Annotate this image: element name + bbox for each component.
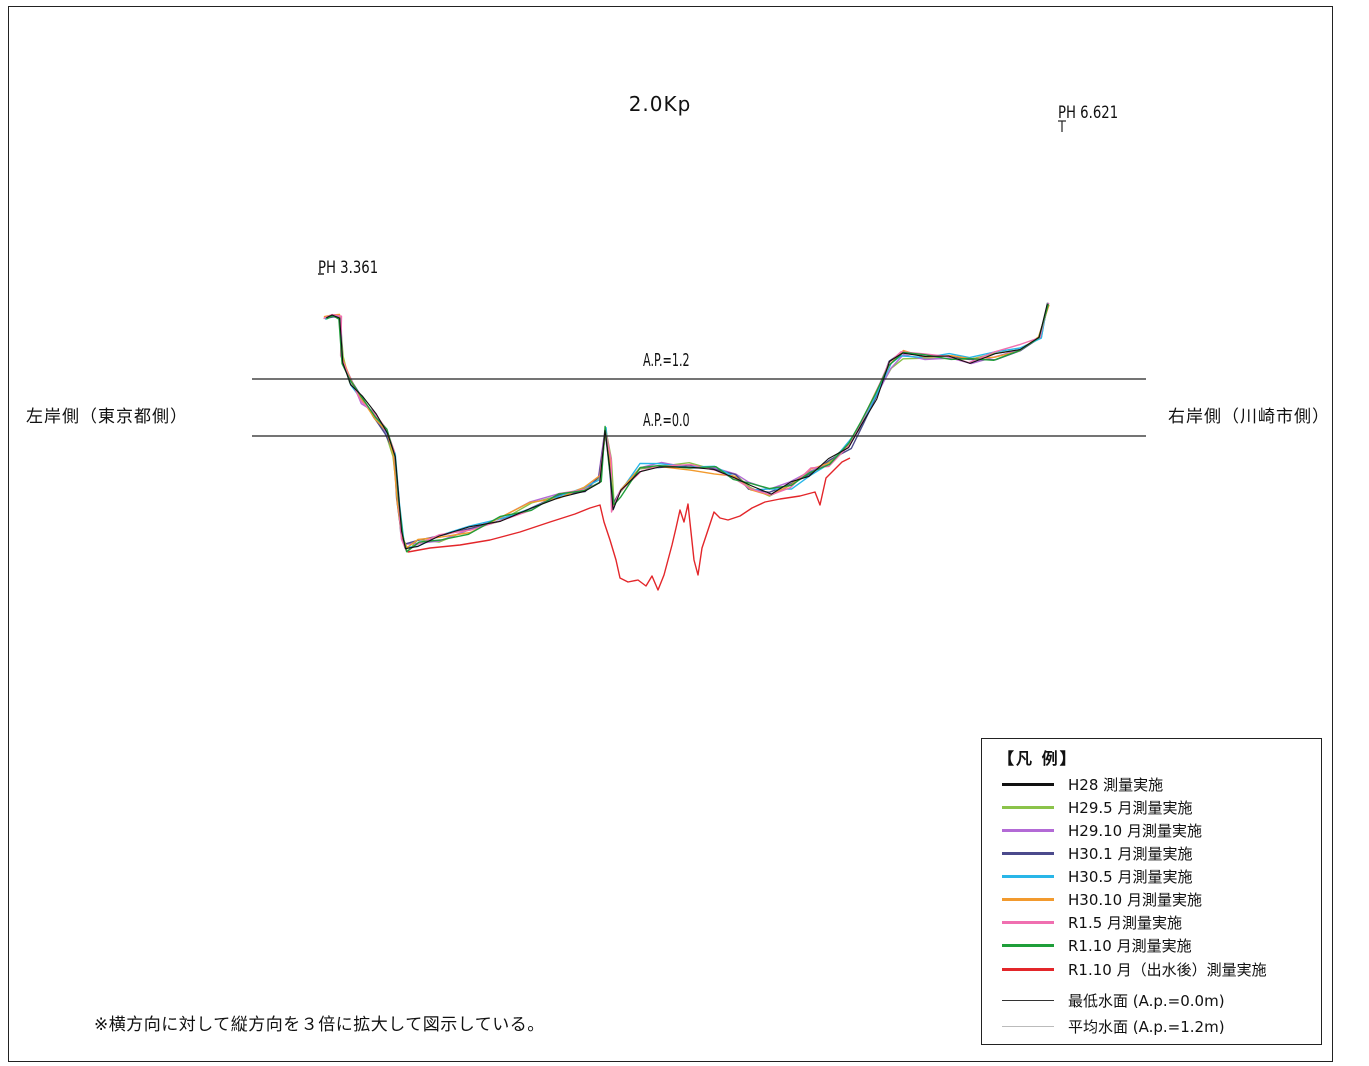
legend-item: H30.5 月測量実施 [1002,865,1192,887]
legend-item: H29.10 月測量実施 [1002,819,1202,841]
legend-label: H30.10 月測量実施 [1068,890,1202,909]
reference-lines [252,378,1146,437]
legend-swatch [1002,805,1054,809]
legend-swatch [1002,1025,1054,1027]
legend-swatch [1002,874,1054,878]
legend-item: 最低水面 (A.p.=0.0m) [1002,989,1225,1011]
left-bank-label: 左岸側（東京都側） [26,407,188,427]
legend-label: 平均水面 (A.p.=1.2m) [1068,1017,1225,1036]
legend-swatch [1002,943,1054,947]
legend-swatch [1002,999,1054,1001]
legend-box: 【凡 例】 H28 測量実施 H29.5 月測量実施 H29.10 月測量実施 H30… [981,738,1322,1045]
marker-ticks [318,120,1066,275]
legend-swatch [1002,782,1054,786]
legend-swatch [1002,897,1054,901]
survey-profile-line [326,303,1048,550]
legend-label: R1.10 月測量実施 [1068,936,1192,955]
legend-item: R1.5 月測量実施 [1002,911,1182,933]
scale-note: ※横方向に対して縦方向を３倍に拡大して図示している。 [94,1015,545,1035]
legend-item: 平均水面 (A.p.=1.2m) [1002,1015,1225,1037]
legend-item: R1.10 月（出水後）測量実施 [1002,958,1267,980]
survey-profile-line [326,304,1050,553]
legend-swatch [1002,851,1054,855]
legend-label: H30.5 月測量実施 [1068,867,1193,886]
post-flood-profile-line [407,457,851,591]
legend-swatch [1002,967,1054,971]
right-bank-label: 右岸側（川崎市側） [1168,407,1330,427]
legend-item: H28 測量実施 [1002,773,1163,795]
drawing-frame [8,6,1333,1062]
legend-label: H30.1 月測量実施 [1068,844,1193,863]
legend-label: H29.10 月測量実施 [1068,821,1202,840]
legend-item: H29.5 月測量実施 [1002,796,1192,818]
legend-item: R1.10 月測量実施 [1002,934,1192,956]
section-title: 2.0Kp [628,92,692,116]
legend-swatch [1002,920,1054,924]
legend-item: H30.10 月測量実施 [1002,888,1202,910]
survey-lines [323,302,1050,591]
right-bank-marker-label: PH 6.621 [1058,103,1119,123]
legend-label: R1.5 月測量実施 [1068,913,1183,932]
legend-label: H28 測量実施 [1068,775,1164,794]
legend-label: R1.10 月（出水後）測量実施 [1068,960,1267,979]
legend-item: H30.1 月測量実施 [1002,842,1192,864]
legend-swatch [1002,828,1054,832]
legend-label: H29.5 月測量実施 [1068,798,1193,817]
mean-water-level-label: A.P.=1.2 [643,350,690,371]
lowest-water-level-label: A.P.=0.0 [643,410,690,431]
legend-title: 【凡 例】 [998,749,1078,768]
legend-label: 最低水面 (A.p.=0.0m) [1068,991,1225,1010]
left-bank-marker-label: PH 3.361 [318,258,379,278]
survey-profile-line [324,302,1049,553]
